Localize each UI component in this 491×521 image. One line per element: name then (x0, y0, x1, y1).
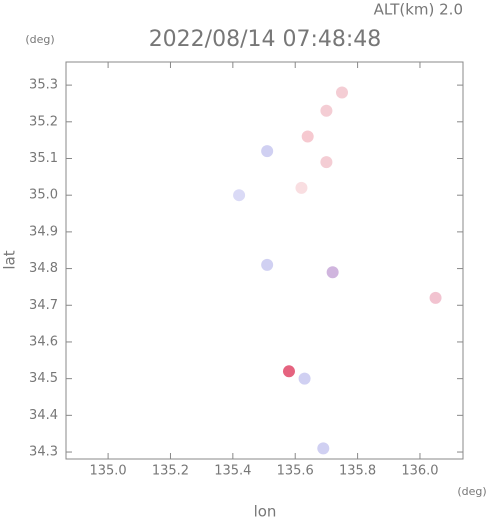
echo (233, 189, 246, 202)
y-tick-label: 34.8 (29, 261, 58, 276)
x-unit: (deg) (457, 485, 486, 498)
x-tick-label: 135.8 (339, 464, 376, 479)
echo (261, 258, 274, 271)
echo (295, 181, 308, 194)
x-tick-label: 135.6 (277, 464, 314, 479)
y-tick-label: 34.7 (29, 298, 58, 313)
y-tick-label: 35.2 (29, 114, 58, 129)
y-tick-label: 35.1 (29, 151, 58, 166)
echo (320, 104, 333, 117)
y-tick-label: 35.3 (29, 78, 58, 93)
echo (326, 266, 339, 279)
y-axis-label: lat (1, 250, 19, 269)
altitude-label: ALT(km) 2.0 (374, 1, 463, 19)
x-axis-label: lon (254, 503, 277, 521)
y-tick-label: 34.6 (29, 334, 58, 349)
y-tick-label: 34.4 (29, 408, 58, 423)
y-tick-label: 35.0 (29, 188, 58, 203)
y-tick-label: 34.5 (29, 371, 58, 386)
plot-frame (65, 61, 464, 460)
y-tick-label: 34.3 (29, 445, 58, 460)
echo (320, 156, 333, 169)
y-tick-label: 34.9 (29, 224, 58, 239)
echo (429, 291, 442, 304)
echo (282, 365, 295, 378)
x-tick-label: 135.0 (89, 464, 126, 479)
x-tick-label: 135.2 (152, 464, 189, 479)
echo (261, 145, 274, 158)
echo (335, 86, 348, 99)
x-tick-label: 135.4 (214, 464, 251, 479)
chart-title: 2022/08/14 07:48:48 (149, 27, 382, 52)
echo (317, 442, 330, 455)
echo (298, 372, 311, 385)
echo (301, 130, 314, 143)
y-unit: (deg) (25, 33, 54, 46)
x-tick-label: 136.0 (401, 464, 438, 479)
